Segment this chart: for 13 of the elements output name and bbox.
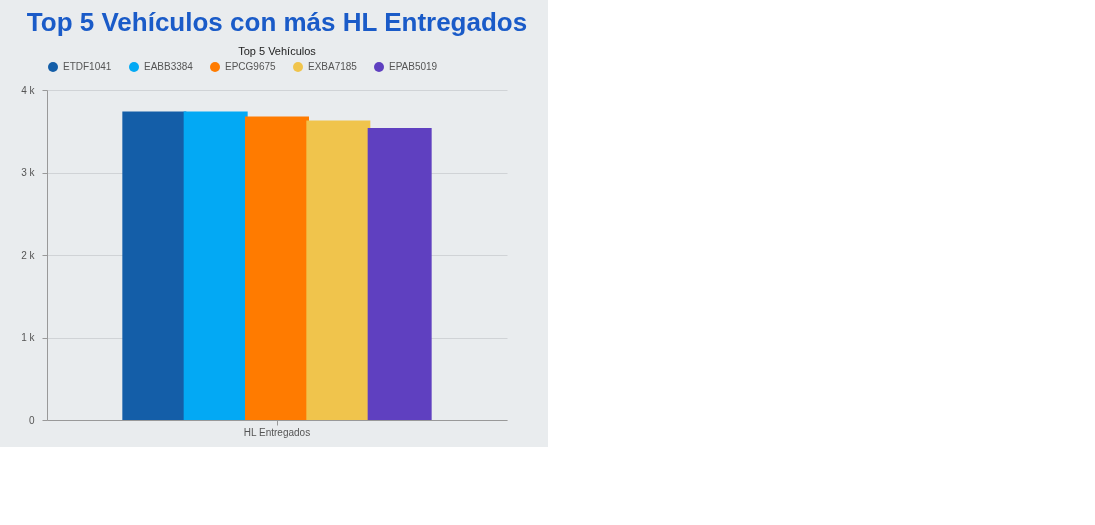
legend-label: EXBA7185	[308, 61, 358, 72]
chart-title: Top 5 Vehículos con más HL Entregados	[26, 7, 528, 37]
y-tick-label: 0	[28, 414, 35, 426]
legend-label: EABB3384	[144, 61, 194, 72]
x-tick-label: HL Entregados	[243, 426, 311, 438]
y-tick-label: 3 k	[21, 167, 36, 178]
chart-subtitle: Top 5 Vehículos	[238, 45, 317, 57]
legend-label: EPCG9675	[225, 61, 277, 72]
y-tick-label: 2 k	[21, 249, 36, 261]
legend-label: ETDF1041	[63, 61, 112, 72]
y-tick-label: 4 k	[21, 84, 36, 96]
legend-label: EPAB5019	[389, 61, 438, 72]
y-tick-label: 1 k	[21, 332, 36, 343]
